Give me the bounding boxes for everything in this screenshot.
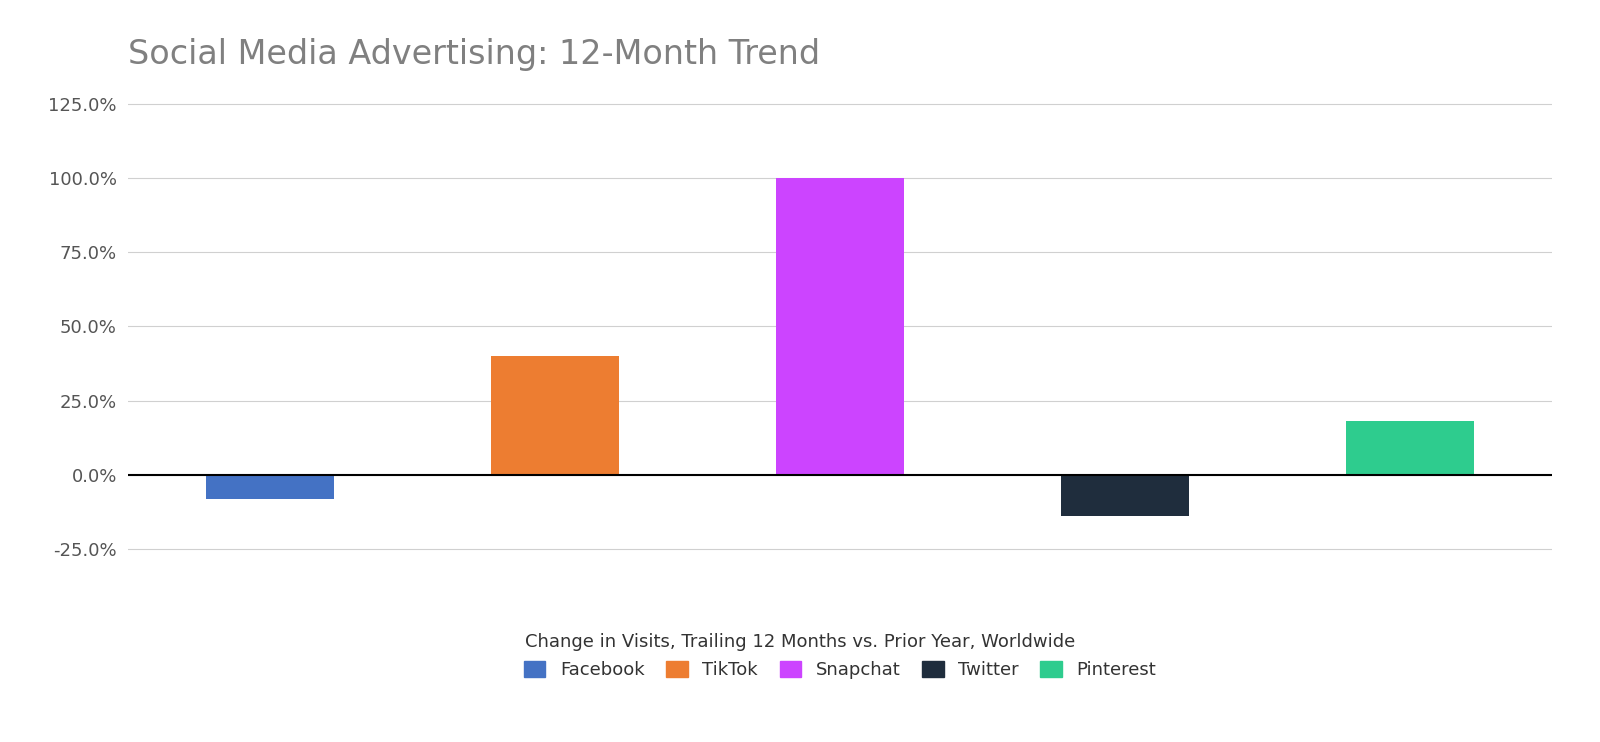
Bar xyxy=(776,178,904,475)
Bar xyxy=(491,356,619,475)
Text: Social Media Advertising: 12-Month Trend: Social Media Advertising: 12-Month Trend xyxy=(128,38,821,71)
Legend: Facebook, TikTok, Snapchat, Twitter, Pinterest: Facebook, TikTok, Snapchat, Twitter, Pin… xyxy=(515,651,1165,688)
Bar xyxy=(1346,421,1474,475)
Text: Change in Visits, Trailing 12 Months vs. Prior Year, Worldwide: Change in Visits, Trailing 12 Months vs.… xyxy=(525,633,1075,651)
Bar xyxy=(1061,475,1189,516)
Bar xyxy=(206,475,334,499)
